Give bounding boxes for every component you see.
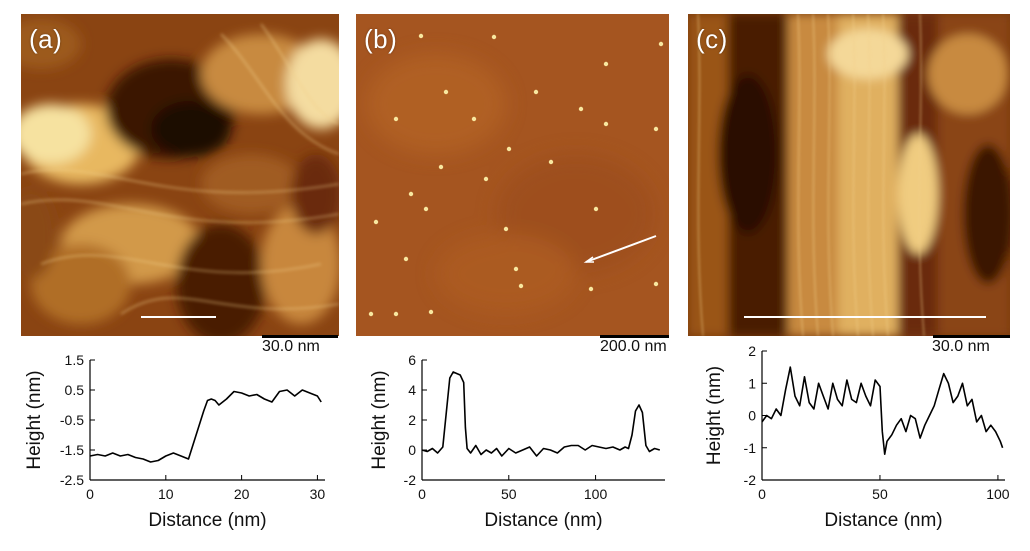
y-tick-label: 0.5 bbox=[65, 382, 85, 398]
afm-image-b-topography bbox=[356, 14, 669, 336]
nanoparticle-dot bbox=[658, 41, 664, 47]
nanoparticle-dot bbox=[403, 256, 409, 262]
x-tick-label: 0 bbox=[418, 486, 426, 502]
scale-bar-label-a: 30.0 nm bbox=[262, 338, 320, 355]
y-tick-label: -2 bbox=[744, 472, 757, 488]
afm-image-c-topography bbox=[688, 14, 1010, 336]
x-tick-label: 10 bbox=[158, 486, 174, 502]
panel-label-a: (a) bbox=[29, 24, 63, 54]
y-tick-label: -0.5 bbox=[60, 412, 84, 428]
nanoparticle-dot bbox=[438, 164, 444, 170]
height-profile-chart-b: -2 0 2 4 6 0 50 100 Distance (nm) Height (nm) bbox=[345, 340, 680, 545]
height-profile-chart-c: -2 -1 0 1 2 0 50 100 Distance (nm) Height (nm) bbox=[680, 340, 1025, 545]
nanoparticle-dot bbox=[471, 116, 477, 122]
scale-bar-c bbox=[933, 335, 1010, 338]
profile-line-b bbox=[585, 235, 657, 263]
y-tick-label: -2.5 bbox=[60, 472, 84, 488]
nanoparticle-dot bbox=[653, 281, 659, 287]
nanoparticle-dot bbox=[578, 106, 584, 112]
nanoparticle-dot bbox=[393, 311, 399, 317]
nanoparticle-dot bbox=[548, 159, 554, 165]
y-tick-label: 0 bbox=[408, 442, 416, 458]
nanoparticle-dot bbox=[603, 121, 609, 127]
nanoparticle-dot bbox=[443, 89, 449, 95]
x-axis-label: Distance (nm) bbox=[824, 510, 942, 531]
y-tick-label: 1 bbox=[748, 375, 756, 391]
nanoparticle-dots bbox=[368, 33, 664, 317]
x-tick-label: 0 bbox=[758, 486, 766, 502]
nanoparticle-dot bbox=[588, 286, 594, 292]
height-profile-line bbox=[421, 371, 661, 457]
y-tick-label: 0 bbox=[748, 408, 756, 424]
afm-image-a-topography bbox=[21, 14, 339, 336]
x-tick-label: 30 bbox=[310, 486, 326, 502]
y-tick-label: 2 bbox=[408, 412, 416, 428]
scale-bar-a bbox=[262, 335, 338, 338]
y-axis-label: Height (nm) bbox=[704, 366, 725, 465]
panel-label-c: (c) bbox=[696, 24, 728, 54]
height-profile-chart-a: -2.5 -1.5 -0.5 0.5 1.5 0 10 20 30 Distance (nm) He… bbox=[0, 340, 340, 545]
nanoparticle-dot bbox=[518, 283, 524, 289]
y-tick-label: -1.5 bbox=[60, 442, 84, 458]
x-tick-label: 50 bbox=[872, 486, 888, 502]
afm-image-a: (a) bbox=[21, 14, 339, 336]
afm-image-c: (c) bbox=[688, 14, 1010, 336]
nanoparticle-dot bbox=[491, 34, 497, 40]
scale-bar-label-b: 200.0 nm bbox=[600, 338, 667, 355]
y-tick-label: 6 bbox=[408, 352, 416, 368]
nanoparticle-dot bbox=[506, 146, 512, 152]
y-tick-label: 1.5 bbox=[65, 352, 85, 368]
y-tick-label: -2 bbox=[404, 472, 417, 488]
nanoparticle-dot bbox=[423, 206, 429, 212]
x-tick-label: 50 bbox=[501, 486, 517, 502]
nanoparticle-dot bbox=[373, 219, 379, 225]
nanoparticle-dot bbox=[653, 126, 659, 132]
x-axis-label: Distance (nm) bbox=[484, 510, 602, 531]
nanoparticle-dot bbox=[503, 226, 509, 232]
height-profile-line bbox=[89, 389, 322, 463]
nanoparticle-dot bbox=[483, 176, 489, 182]
height-profile-line bbox=[761, 366, 1004, 455]
nanoparticle-dot bbox=[408, 191, 414, 197]
y-tick-label: 4 bbox=[408, 382, 416, 398]
nanoparticle-dot bbox=[513, 266, 519, 272]
y-tick-label: 2 bbox=[748, 343, 756, 359]
nanoparticle-dot bbox=[393, 116, 399, 122]
nanoparticle-dot bbox=[418, 33, 424, 39]
x-tick-label: 100 bbox=[986, 486, 1010, 502]
x-tick-label: 100 bbox=[584, 486, 608, 502]
nanoparticle-dot bbox=[368, 311, 374, 317]
chart-a-svg: -2.5 -1.5 -0.5 0.5 1.5 0 10 20 30 Distance (nm) He… bbox=[24, 352, 326, 531]
x-axis-label: Distance (nm) bbox=[148, 510, 266, 531]
chart-c-svg: -2 -1 0 1 2 0 50 100 Distance (nm) Height (nm) bbox=[704, 343, 1010, 531]
x-tick-label: 0 bbox=[86, 486, 94, 502]
nanoparticle-dot bbox=[593, 206, 599, 212]
y-axis-label: Height (nm) bbox=[24, 370, 45, 469]
scale-bar-b bbox=[600, 335, 669, 338]
nanoparticle-dot bbox=[428, 309, 434, 315]
nanoparticle-dot bbox=[533, 89, 539, 95]
x-tick-label: 20 bbox=[234, 486, 250, 502]
y-tick-label: -1 bbox=[744, 440, 757, 456]
afm-image-b: (b) bbox=[356, 14, 669, 336]
y-axis-label: Height (nm) bbox=[369, 370, 390, 469]
scale-bar-label-c: 30.0 nm bbox=[932, 338, 990, 355]
panel-label-b: (b) bbox=[364, 24, 398, 54]
nanoparticle-dot bbox=[603, 61, 609, 67]
